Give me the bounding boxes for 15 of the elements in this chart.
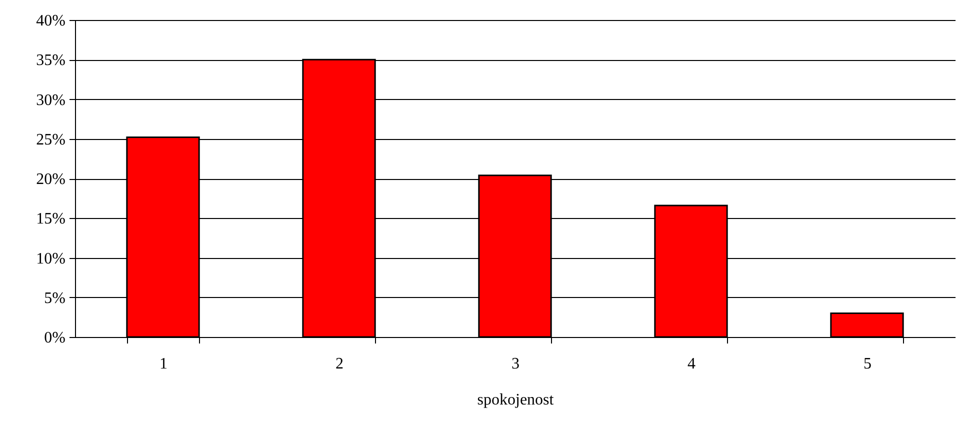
y-tick-label: 5%	[44, 290, 66, 307]
y-tick-label: 35%	[36, 52, 66, 70]
y-tick-label: 0%	[44, 330, 66, 346]
y-tick-label: 10%	[36, 250, 66, 268]
x-tick-label: 4	[688, 356, 696, 372]
x-tick-label: 1	[160, 356, 168, 372]
x-tick-label: 3	[512, 356, 520, 372]
y-tick-label: 20%	[36, 171, 66, 188]
y-tick-label: 25%	[36, 131, 66, 148]
y-tick-label: 40%	[36, 12, 66, 30]
y-tick-label: 15%	[36, 210, 66, 228]
x-tick-label: 5	[864, 356, 872, 372]
y-tick-label: 30%	[36, 92, 66, 109]
x-tick-label: 2	[336, 356, 344, 372]
x-axis-title: spokojenost	[477, 392, 554, 408]
